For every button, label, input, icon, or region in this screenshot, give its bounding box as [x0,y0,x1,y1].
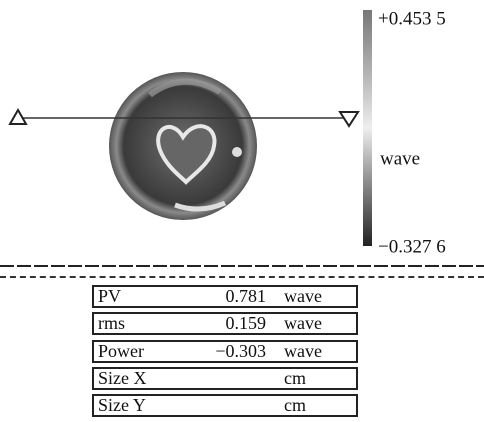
result-label: Power [98,342,144,361]
colorbar-min: −0.327 6 [378,236,446,257]
result-value: 0.781 [204,287,266,306]
result-value: −0.303 [204,342,266,361]
result-unit: wave [284,287,322,306]
result-label: Size X [98,369,147,388]
result-unit: cm [284,396,306,415]
result-row: Power −0.303 wave [92,340,358,363]
colorbar-max: +0.453 5 [378,8,446,29]
result-unit: cm [284,369,306,388]
result-row: Size X cm [92,367,358,390]
profile-end [340,112,358,126]
result-row: PV 0.781 wave [92,285,358,308]
result-value: 0.159 [204,314,266,333]
result-label: rms [98,314,125,333]
result-label: Size Y [98,396,146,415]
spot [232,147,242,157]
colorbar [363,10,372,246]
result-label: PV [98,287,121,306]
wavefront-view: +0.453 5 wave −0.327 6 [0,0,484,270]
result-row: Size Y cm [92,394,358,417]
result-unit: wave [284,314,322,333]
result-row: rms 0.159 wave [92,312,358,335]
result-unit: wave [284,342,322,361]
profile-start [10,110,26,124]
separator [0,276,484,278]
interferometer-screen: +0.453 5 wave −0.327 6 PV 0.781 wave rms 0.1… [0,0,484,422]
colorbar-unit: wave [380,148,420,169]
